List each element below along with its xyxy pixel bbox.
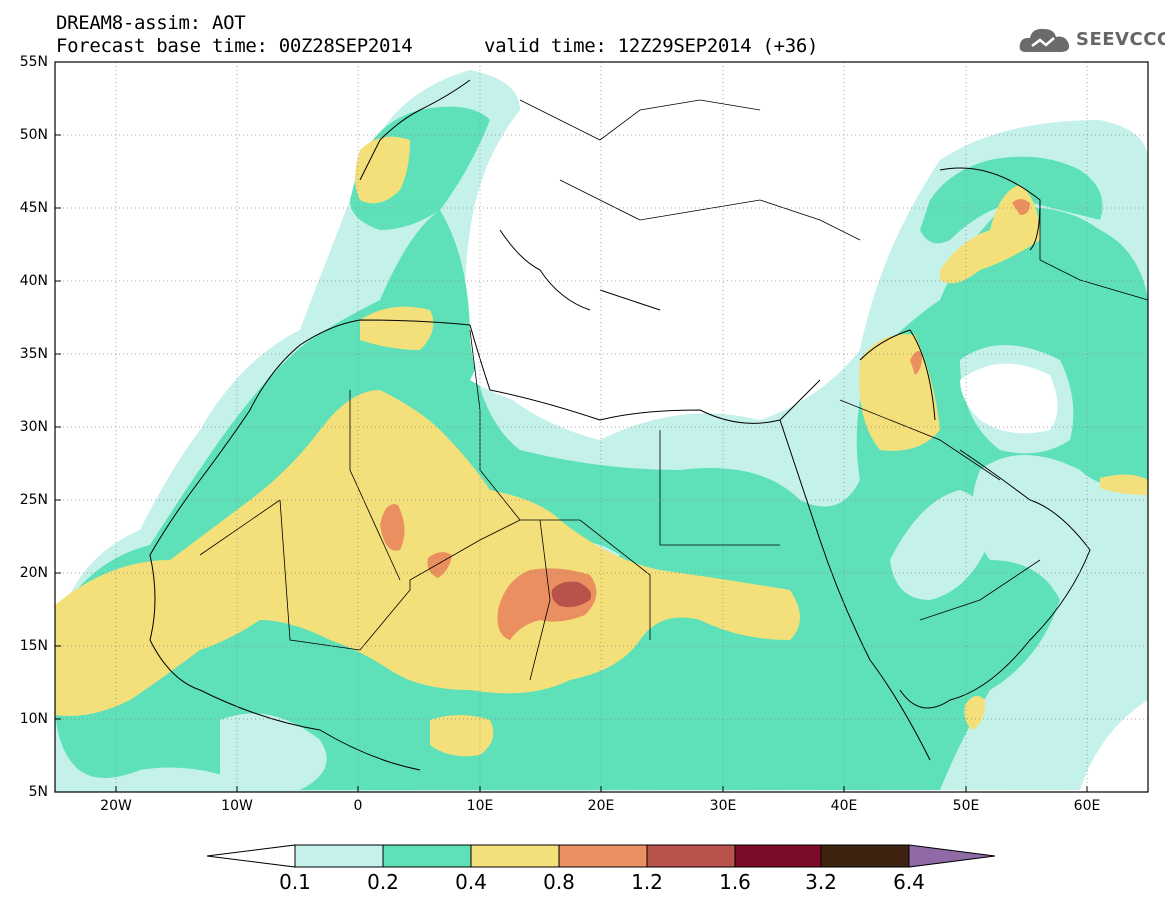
colorbar-label: 3.2 [805,870,837,894]
lat-label: 45N [19,200,48,216]
colorbar-segment [646,844,736,868]
colorbar-segment [734,844,822,868]
grid-lines [55,62,1148,792]
country-borders [199,99,1148,681]
lon-label: 50E [952,798,980,814]
colorbar-segment [382,844,472,868]
lat-label: 5N [28,784,48,800]
lon-label: 10E [466,798,494,814]
lon-label: 20E [587,798,615,814]
colorbar-label: 1.6 [719,870,751,894]
lat-label: 30N [19,419,48,435]
forecast-base-time: Forecast base time: 00Z28SEP2014 [56,35,413,57]
colorbar-segment [470,844,560,868]
colorbar-segment [206,844,296,868]
lat-label: 20N [19,565,48,581]
lon-label: 40E [830,798,858,814]
colorbar-segment [908,844,996,868]
colorbar-label: 0.8 [543,870,575,894]
lat-label: 35N [19,346,48,362]
logo-text: SEEVCCC [1076,29,1165,50]
aot-level-1-2 [551,581,592,608]
lon-label: 0 [353,798,363,814]
valid-time: valid time: 12Z29SEP2014 (+36) [484,35,819,57]
lon-label: 30E [709,798,737,814]
lon-label: 20W [100,798,132,814]
lon-label: 10W [221,798,253,814]
seevccc-logo: SEEVCCC [1018,24,1165,58]
aot-map [54,61,1149,793]
lat-label: 10N [19,711,48,727]
aot-clear-areas [470,360,1058,434]
colorbar-segment [820,844,910,868]
lat-label: 25N [19,492,48,508]
colorbar-label: 6.4 [893,870,925,894]
lat-label: 50N [19,127,48,143]
aot-field [55,62,1148,792]
colorbar-label: 1.2 [631,870,663,894]
colorbar-label: 0.2 [367,870,399,894]
map-title: DREAM8-assim: AOT [56,12,246,34]
lat-label: 55N [19,54,48,70]
lat-label: 15N [19,638,48,654]
lon-label: 60E [1073,798,1101,814]
colorbar-label: 0.1 [279,870,311,894]
colorbar-segment [558,844,648,868]
colorbar-segment [294,844,384,868]
axis-ticks [55,61,1088,793]
cloud-logo-icon [1019,28,1070,52]
lat-label: 40N [19,273,48,289]
colorbar-label: 0.4 [455,870,487,894]
coastlines [149,79,1091,771]
